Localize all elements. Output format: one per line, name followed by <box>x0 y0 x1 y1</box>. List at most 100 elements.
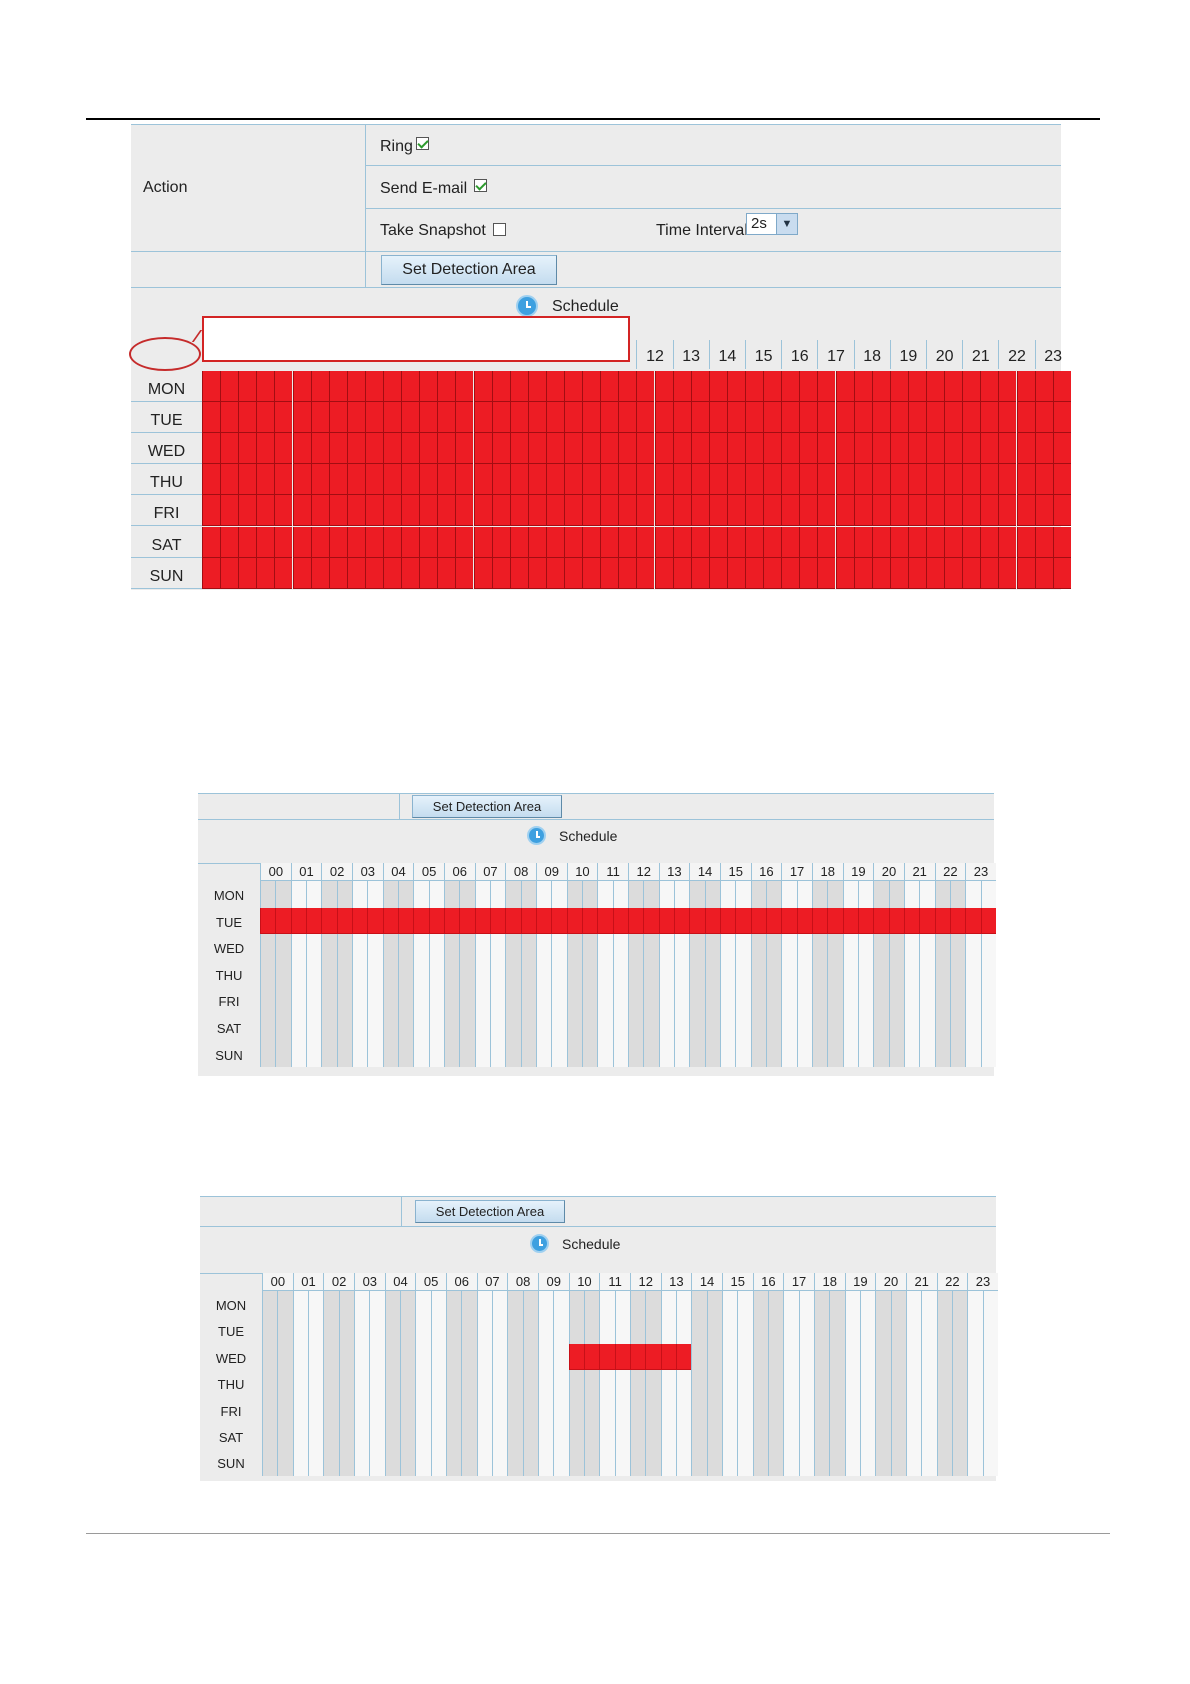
schedule-cell[interactable] <box>382 987 398 1014</box>
schedule-cell[interactable] <box>568 1370 584 1397</box>
schedule-cell-selected[interactable] <box>944 464 963 496</box>
schedule-cell[interactable] <box>811 881 828 908</box>
schedule-cell[interactable] <box>721 1423 738 1450</box>
schedule-cell[interactable] <box>568 1449 584 1476</box>
schedule-cell[interactable] <box>645 1396 661 1423</box>
schedule-cell-selected[interactable] <box>998 526 1017 558</box>
schedule-cell-selected[interactable] <box>1016 402 1035 434</box>
schedule-cell[interactable] <box>765 1040 782 1068</box>
schedule-cell-selected[interactable] <box>527 495 546 527</box>
schedule-cell-selected[interactable] <box>564 464 583 496</box>
schedule-cell-selected[interactable] <box>903 907 920 935</box>
schedule-cell-selected[interactable] <box>889 371 908 403</box>
schedule-cell[interactable] <box>813 1423 830 1450</box>
schedule-cell-selected[interactable] <box>708 495 727 527</box>
schedule-cell[interactable] <box>323 1291 339 1318</box>
schedule-cell-selected[interactable] <box>799 495 818 527</box>
schedule-cell-selected[interactable] <box>564 433 583 465</box>
schedule-cell-selected[interactable] <box>1052 371 1071 403</box>
schedule-cell[interactable] <box>767 1449 784 1476</box>
schedule-cell-selected[interactable] <box>719 907 736 935</box>
schedule-cell-selected[interactable] <box>383 433 402 465</box>
schedule-cell-selected[interactable] <box>835 402 854 434</box>
schedule-cell[interactable] <box>474 934 490 961</box>
schedule-cell-selected[interactable] <box>618 371 637 403</box>
schedule-cell-selected[interactable] <box>763 495 782 527</box>
schedule-cell-selected[interactable] <box>328 464 347 496</box>
schedule-cell[interactable] <box>292 1370 308 1397</box>
schedule-cell-selected[interactable] <box>437 526 456 558</box>
schedule-cell[interactable] <box>353 1343 370 1371</box>
schedule-cell[interactable] <box>888 934 904 961</box>
schedule-cell-selected[interactable] <box>1034 464 1053 496</box>
schedule-cell-selected[interactable] <box>907 402 926 434</box>
schedule-cell[interactable] <box>443 987 460 1014</box>
schedule-cell-selected[interactable] <box>1034 526 1053 558</box>
schedule-cell[interactable] <box>489 1040 506 1068</box>
schedule-cell[interactable] <box>445 1291 462 1318</box>
schedule-cell[interactable] <box>919 881 935 908</box>
schedule-cell[interactable] <box>459 960 475 988</box>
schedule-cell[interactable] <box>553 1343 569 1371</box>
schedule-cell[interactable] <box>597 934 613 961</box>
schedule-cell-selected[interactable] <box>926 464 945 496</box>
schedule-cell[interactable] <box>351 1040 368 1068</box>
schedule-cell[interactable] <box>949 881 966 908</box>
schedule-cell-selected[interactable] <box>708 526 727 558</box>
take-snapshot-checkbox[interactable] <box>493 223 506 236</box>
schedule-cell-selected[interactable] <box>238 557 257 589</box>
schedule-cell-selected[interactable] <box>256 526 275 558</box>
schedule-cell[interactable] <box>750 1014 766 1041</box>
schedule-cell-selected[interactable] <box>260 907 276 935</box>
schedule-cell-selected[interactable] <box>781 464 800 496</box>
schedule-cell[interactable] <box>351 987 368 1014</box>
schedule-cell[interactable] <box>428 960 444 988</box>
schedule-cell[interactable] <box>781 960 797 988</box>
schedule-cell[interactable] <box>627 1014 644 1041</box>
schedule-cell-selected[interactable] <box>383 402 402 434</box>
schedule-cell-selected[interactable] <box>310 433 329 465</box>
schedule-cell[interactable] <box>689 987 705 1014</box>
schedule-cell[interactable] <box>522 1317 538 1344</box>
schedule-cell[interactable] <box>765 987 782 1014</box>
schedule-cell[interactable] <box>658 987 674 1014</box>
schedule-cell[interactable] <box>798 1291 814 1318</box>
schedule-cell[interactable] <box>491 1396 508 1423</box>
schedule-cell-selected[interactable] <box>473 495 492 527</box>
schedule-cell[interactable] <box>859 1396 876 1423</box>
schedule-cell[interactable] <box>292 1343 308 1371</box>
schedule-cell[interactable] <box>627 987 644 1014</box>
schedule-cell[interactable] <box>566 1040 582 1068</box>
schedule-cell[interactable] <box>397 1014 414 1041</box>
schedule-cell-selected[interactable] <box>520 907 536 935</box>
schedule-cell-selected[interactable] <box>726 402 745 434</box>
schedule-cell[interactable] <box>735 934 751 961</box>
schedule-cell-selected[interactable] <box>437 371 456 403</box>
schedule-cell[interactable] <box>798 1396 814 1423</box>
schedule-cell-selected[interactable] <box>817 495 836 527</box>
schedule-cell[interactable] <box>537 1449 554 1476</box>
schedule-cell-selected[interactable] <box>690 526 709 558</box>
schedule-cell[interactable] <box>338 1396 354 1423</box>
schedule-cell[interactable] <box>965 1040 981 1068</box>
schedule-cell[interactable] <box>292 1423 308 1450</box>
schedule-cell-selected[interactable] <box>980 557 999 589</box>
schedule-cell-selected[interactable] <box>827 907 843 935</box>
schedule-cell-selected[interactable] <box>763 557 782 589</box>
schedule-cell[interactable] <box>413 960 429 988</box>
schedule-cell[interactable] <box>857 987 874 1014</box>
schedule-cell-selected[interactable] <box>944 557 963 589</box>
schedule-cell-selected[interactable] <box>907 526 926 558</box>
schedule-cell-selected[interactable] <box>853 557 872 589</box>
schedule-cell[interactable] <box>796 934 812 961</box>
schedule-cell[interactable] <box>934 1014 950 1041</box>
schedule-cell[interactable] <box>399 1343 416 1371</box>
schedule-cell-selected[interactable] <box>1052 495 1071 527</box>
schedule-cell[interactable] <box>443 881 460 908</box>
schedule-cell-selected[interactable] <box>564 402 583 434</box>
schedule-cell-selected[interactable] <box>509 495 528 527</box>
schedule-cell[interactable] <box>290 881 306 908</box>
schedule-cell[interactable] <box>413 1014 429 1041</box>
schedule-cell[interactable] <box>489 987 506 1014</box>
schedule-cell[interactable] <box>262 1370 278 1397</box>
